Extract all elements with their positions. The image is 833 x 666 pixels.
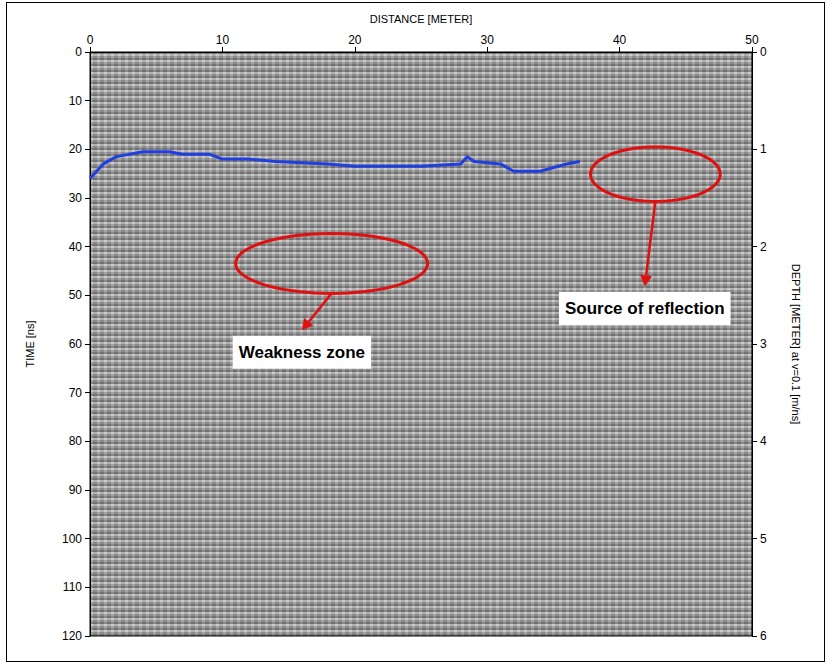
svg-text:110: 110 bbox=[63, 580, 82, 594]
svg-text:Source of reflection: Source of reflection bbox=[565, 299, 725, 318]
svg-text:20: 20 bbox=[348, 33, 362, 47]
svg-text:6: 6 bbox=[760, 629, 767, 643]
svg-text:30: 30 bbox=[69, 191, 83, 205]
svg-text:TIME [ns]: TIME [ns] bbox=[24, 320, 36, 367]
svg-text:DEPTH [METER] at v=0.1 [m/ns]: DEPTH [METER] at v=0.1 [m/ns] bbox=[790, 264, 802, 424]
svg-text:0: 0 bbox=[760, 45, 767, 59]
svg-text:90: 90 bbox=[69, 483, 83, 497]
svg-text:80: 80 bbox=[69, 434, 83, 448]
svg-text:100: 100 bbox=[62, 532, 82, 546]
svg-text:30: 30 bbox=[481, 33, 495, 47]
svg-text:0: 0 bbox=[87, 33, 94, 47]
svg-text:60: 60 bbox=[69, 337, 83, 351]
svg-text:40: 40 bbox=[613, 33, 627, 47]
svg-text:120: 120 bbox=[62, 629, 82, 643]
svg-text:0: 0 bbox=[75, 45, 82, 59]
svg-text:DISTANCE [METER]: DISTANCE [METER] bbox=[370, 13, 472, 25]
svg-text:5: 5 bbox=[760, 532, 767, 546]
svg-text:1: 1 bbox=[760, 142, 767, 156]
svg-text:10: 10 bbox=[69, 94, 83, 108]
svg-text:3: 3 bbox=[760, 337, 767, 351]
svg-text:40: 40 bbox=[69, 240, 83, 254]
svg-text:20: 20 bbox=[69, 142, 83, 156]
svg-text:70: 70 bbox=[69, 386, 83, 400]
svg-text:50: 50 bbox=[745, 33, 759, 47]
svg-text:10: 10 bbox=[216, 33, 230, 47]
svg-text:Weakness zone: Weakness zone bbox=[239, 343, 365, 362]
svg-text:50: 50 bbox=[69, 288, 83, 302]
svg-text:2: 2 bbox=[760, 240, 767, 254]
svg-text:4: 4 bbox=[760, 434, 767, 448]
